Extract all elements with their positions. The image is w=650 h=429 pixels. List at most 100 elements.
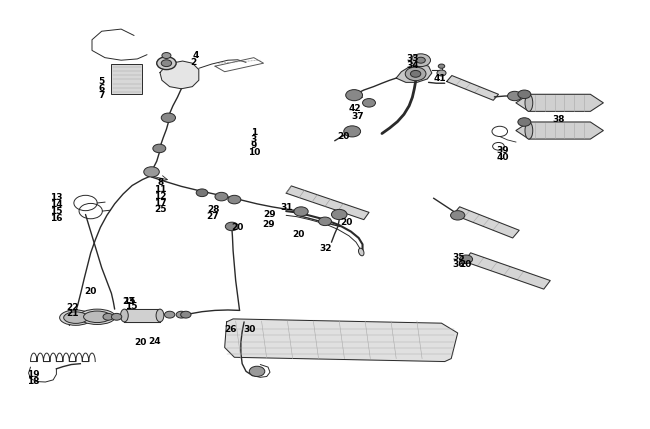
Ellipse shape (525, 94, 533, 112)
Text: 29: 29 (264, 210, 276, 219)
Circle shape (405, 67, 426, 81)
Circle shape (161, 113, 176, 122)
Text: 8: 8 (157, 178, 164, 187)
Text: 25: 25 (154, 205, 167, 214)
Text: 41: 41 (434, 74, 447, 83)
Text: 32: 32 (319, 244, 332, 253)
Circle shape (437, 70, 446, 76)
Circle shape (344, 126, 361, 137)
Text: 42: 42 (348, 104, 361, 113)
Text: 1: 1 (251, 128, 257, 137)
Text: 13: 13 (50, 193, 62, 202)
Text: 26: 26 (224, 325, 237, 334)
Text: 15: 15 (50, 207, 62, 216)
Circle shape (518, 118, 531, 126)
Circle shape (196, 189, 208, 196)
Ellipse shape (60, 310, 92, 325)
Circle shape (318, 217, 332, 226)
Text: 31: 31 (281, 203, 293, 212)
Circle shape (144, 167, 159, 177)
Circle shape (518, 90, 531, 99)
Polygon shape (516, 94, 603, 112)
Circle shape (346, 90, 363, 101)
Text: 2: 2 (190, 58, 196, 67)
Text: 29: 29 (263, 220, 275, 229)
Text: 20: 20 (340, 218, 352, 227)
Text: 5: 5 (99, 77, 105, 86)
Circle shape (228, 195, 241, 204)
Text: 27: 27 (207, 211, 219, 221)
Text: 38: 38 (552, 115, 565, 124)
Text: 17: 17 (154, 199, 167, 208)
Circle shape (250, 366, 265, 377)
Ellipse shape (120, 309, 128, 322)
Polygon shape (225, 319, 458, 362)
Ellipse shape (64, 312, 88, 323)
Circle shape (294, 207, 308, 216)
Text: 35: 35 (452, 253, 465, 262)
Circle shape (164, 311, 175, 318)
FancyBboxPatch shape (111, 64, 142, 94)
Circle shape (411, 54, 430, 66)
Polygon shape (396, 64, 432, 82)
Circle shape (162, 52, 171, 58)
Circle shape (508, 91, 522, 101)
Circle shape (153, 144, 166, 153)
Circle shape (103, 313, 113, 320)
Text: 30: 30 (243, 325, 255, 334)
Text: 39: 39 (497, 146, 510, 155)
Circle shape (161, 60, 172, 66)
Text: 24: 24 (148, 337, 161, 346)
Text: 20: 20 (135, 338, 147, 347)
Text: 33: 33 (407, 54, 419, 63)
Text: 20: 20 (292, 230, 305, 239)
Text: 4: 4 (193, 51, 200, 60)
Circle shape (157, 57, 176, 69)
Text: 6: 6 (99, 84, 105, 93)
Text: 7: 7 (99, 91, 105, 100)
Ellipse shape (84, 311, 111, 323)
Text: 20: 20 (337, 133, 349, 142)
Text: 34: 34 (407, 61, 419, 70)
Circle shape (176, 311, 187, 318)
Polygon shape (464, 253, 551, 289)
Text: 20: 20 (84, 287, 96, 296)
Text: 28: 28 (207, 205, 219, 214)
Text: 10: 10 (248, 148, 260, 157)
Circle shape (332, 209, 347, 220)
Polygon shape (124, 309, 160, 322)
Text: 18: 18 (27, 377, 40, 386)
Text: 40: 40 (497, 153, 509, 162)
Text: 15: 15 (123, 297, 135, 306)
Text: 22: 22 (66, 303, 79, 312)
Text: 3: 3 (251, 135, 257, 144)
Polygon shape (286, 186, 369, 220)
Circle shape (181, 311, 191, 318)
Circle shape (416, 57, 425, 63)
Ellipse shape (79, 309, 115, 324)
Text: 20: 20 (460, 260, 472, 269)
Circle shape (438, 64, 445, 68)
Circle shape (363, 99, 376, 107)
Text: 12: 12 (154, 192, 167, 201)
Text: 21: 21 (66, 309, 79, 318)
Text: 14: 14 (50, 200, 62, 209)
Text: 19: 19 (27, 370, 40, 379)
Text: 37: 37 (352, 112, 364, 121)
Text: 9: 9 (251, 142, 257, 151)
Text: 36: 36 (452, 260, 465, 269)
Polygon shape (447, 76, 499, 100)
Text: 20: 20 (231, 223, 243, 232)
Ellipse shape (525, 122, 533, 139)
Circle shape (226, 222, 239, 231)
Polygon shape (516, 122, 603, 139)
Text: 16: 16 (50, 214, 62, 223)
Circle shape (410, 70, 421, 77)
Circle shape (111, 313, 122, 320)
Ellipse shape (359, 248, 364, 256)
Circle shape (450, 211, 465, 220)
Text: 15: 15 (125, 302, 137, 311)
Polygon shape (453, 207, 519, 238)
Circle shape (215, 192, 228, 201)
Polygon shape (160, 61, 199, 89)
